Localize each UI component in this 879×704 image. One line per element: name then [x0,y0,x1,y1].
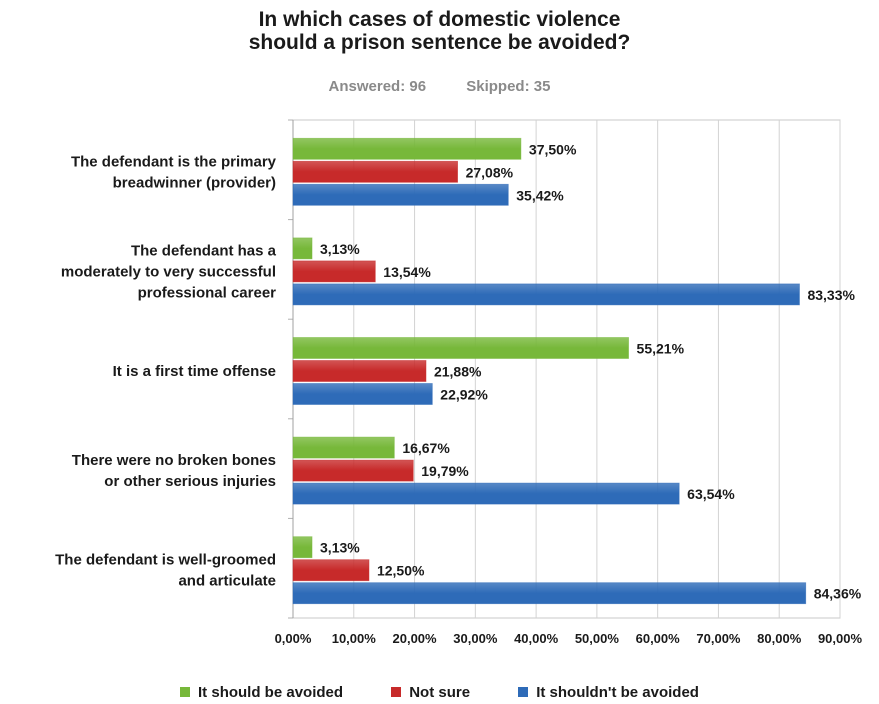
category-label: There were no broken bones or other serio… [72,452,276,490]
x-tick-label: 70,00% [696,631,741,646]
bar [293,260,376,282]
bar [293,184,509,206]
answered-count: Answered: 96 [328,78,427,95]
category-label: It is a first time offense [113,363,276,380]
x-tick-label: 10,00% [332,631,377,646]
legend-label: Not sure [409,684,471,701]
data-label: 37,50% [529,141,577,157]
skipped-count: Skipped: 35 [466,78,551,95]
bar [293,559,369,581]
x-tick-label: 20,00% [393,631,438,646]
data-label: 19,79% [421,463,469,479]
data-label: 13,54% [383,264,431,280]
bar-outline [292,283,800,306]
data-label: 3,13% [320,241,360,257]
chart-title: In which cases of domestic violence shou… [0,8,879,54]
bar-outline [292,436,395,459]
bar-outline [292,160,458,183]
legend-swatch [180,687,191,697]
x-tick-label: 40,00% [514,631,559,646]
legend-item-should-be-avoided: It should be avoided [180,684,343,701]
chart-title-line-2: should a prison sentence be avoided? [248,31,631,54]
bar-outline [292,237,313,260]
data-label: 35,42% [516,187,564,203]
legend-label: It shouldn't be avoided [536,684,699,701]
bar-outline [292,559,370,582]
bar [293,582,806,604]
data-label: 3,13% [320,540,360,556]
bar [293,337,629,359]
chart-legend: It should be avoided Not sure It shouldn… [0,684,879,701]
legend-item-should-not-be-avoided: It shouldn't be avoided [518,684,699,701]
data-label: 63,54% [687,486,735,502]
legend-item-not-sure: Not sure [391,684,470,701]
response-stats: Answered: 96 Skipped: 35 [0,78,879,95]
bar [293,283,800,305]
data-label: 84,36% [814,586,862,602]
bar-outline [292,360,427,382]
bar-outline [292,183,509,206]
x-tick-label: 0,00% [275,631,312,646]
x-tick-label: 80,00% [757,631,802,646]
x-tick-label: 50,00% [575,631,620,646]
x-tick-label: 30,00% [453,631,498,646]
category-label: The defendant is well-groomed and articul… [55,552,276,590]
bar-outline [292,260,376,283]
bar-outline [292,459,414,482]
x-tick-label: 60,00% [636,631,681,646]
bar [293,237,313,259]
bar [293,360,426,382]
bar [293,460,414,482]
data-label: 55,21% [637,341,685,357]
bar-outline [292,582,807,605]
data-label: 21,88% [434,364,482,380]
bar [293,138,521,160]
bar [293,483,680,505]
legend-swatch [518,687,529,697]
data-label: 16,67% [402,440,450,456]
chart-title-line-1: In which cases of domestic violence [258,8,621,31]
data-label: 12,50% [377,563,425,579]
bar-outline [292,383,433,405]
data-label: 83,33% [807,287,855,303]
category-label: The defendant is the primary breadwinner … [71,153,277,191]
bar-outline [292,337,629,359]
data-label: 22,92% [440,387,488,403]
bar-outline [292,536,313,559]
bar [293,161,458,183]
bar-outline [292,137,522,160]
bar-outline [292,482,680,505]
category-label: The defendant has a moderately to very su… [61,242,277,301]
legend-swatch [391,687,402,697]
x-tick-label: 90,00% [818,631,863,646]
bar [293,383,433,405]
legend-label: It should be avoided [198,684,344,701]
bar [293,437,395,459]
data-label: 27,08% [466,164,514,180]
bar [293,536,313,558]
